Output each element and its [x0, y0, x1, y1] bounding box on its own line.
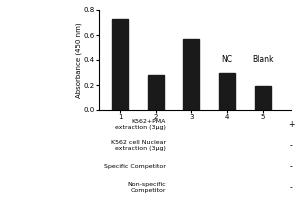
Text: Non-specific
Competitor: Non-specific Competitor: [128, 182, 166, 193]
Bar: [112, 19, 128, 110]
Bar: [183, 39, 200, 110]
Text: Blank: Blank: [252, 55, 273, 64]
Bar: [219, 72, 235, 110]
Text: K562 cell Nuclear
extraction (3μg): K562 cell Nuclear extraction (3μg): [111, 140, 166, 151]
Y-axis label: Absorbance (450 nm): Absorbance (450 nm): [76, 22, 82, 98]
Bar: [148, 75, 164, 110]
Bar: [255, 86, 271, 110]
Text: +: +: [288, 120, 294, 129]
Text: K562+PMA
extraction (3μg): K562+PMA extraction (3μg): [115, 119, 166, 130]
Text: -: -: [290, 183, 292, 192]
Text: NC: NC: [221, 55, 233, 64]
Text: Specific Competitor: Specific Competitor: [104, 164, 166, 169]
Text: -: -: [290, 141, 292, 150]
Text: -: -: [290, 162, 292, 171]
